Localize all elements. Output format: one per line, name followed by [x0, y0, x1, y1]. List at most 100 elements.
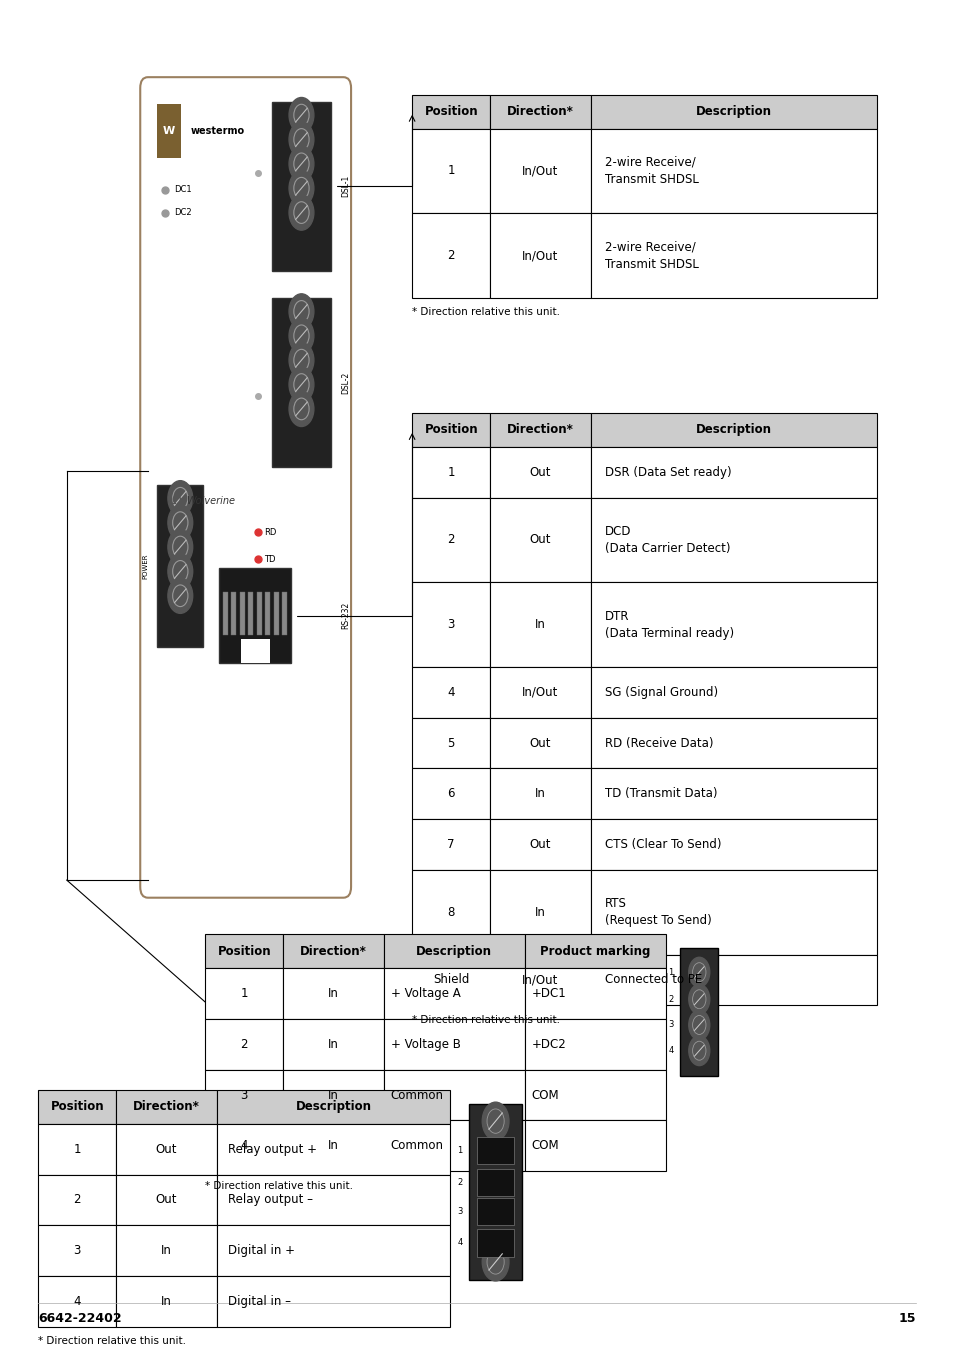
Text: DSR (Data Set ready): DSR (Data Set ready) [604, 466, 731, 479]
Text: westermo: westermo [191, 126, 245, 137]
Text: 4: 4 [240, 1139, 248, 1152]
Text: Common: Common [390, 1089, 443, 1102]
Bar [524, 934, 665, 968]
Bar [412, 768, 490, 819]
Bar [590, 129, 876, 213]
Text: RTS
(Request To Send): RTS (Request To Send) [604, 898, 711, 927]
Circle shape [168, 578, 193, 613]
Bar [412, 869, 490, 955]
Bar [679, 948, 718, 1076]
Bar [590, 666, 876, 718]
Text: Ω: Ω [172, 494, 181, 508]
Text: TD (Transmit Data): TD (Transmit Data) [604, 787, 717, 800]
Bar [490, 955, 590, 1005]
Text: SG (Signal Ground): SG (Signal Ground) [604, 685, 718, 699]
Bar [412, 213, 490, 298]
Text: 3: 3 [240, 1089, 248, 1102]
Bar [223, 592, 228, 635]
Circle shape [289, 367, 314, 402]
Text: Shield: Shield [433, 974, 469, 987]
Text: W: W [163, 126, 174, 137]
Text: RD: RD [264, 528, 276, 536]
Text: In/Out: In/Out [521, 164, 558, 177]
Bar [524, 1018, 665, 1070]
Text: + Voltage A: + Voltage A [390, 987, 460, 1001]
Bar [590, 447, 876, 497]
Bar [272, 298, 331, 467]
FancyBboxPatch shape [140, 77, 351, 898]
Bar [283, 1018, 383, 1070]
Text: 2: 2 [456, 1178, 462, 1186]
Text: Position: Position [424, 106, 477, 118]
Text: Position: Position [51, 1101, 104, 1113]
Text: 2: 2 [240, 1037, 248, 1051]
Bar [590, 869, 876, 955]
Text: 4: 4 [456, 1239, 462, 1247]
Circle shape [481, 1102, 508, 1140]
Circle shape [168, 529, 193, 565]
Text: 2: 2 [447, 533, 455, 547]
Text: 6642-22402: 6642-22402 [38, 1312, 122, 1326]
Bar [216, 1174, 450, 1225]
Bar [412, 819, 490, 869]
Bar [205, 1121, 283, 1171]
Bar [116, 1225, 216, 1275]
Text: In: In [161, 1294, 172, 1308]
Text: DSL-2: DSL-2 [340, 371, 350, 394]
Bar [383, 934, 524, 968]
Bar [274, 592, 278, 635]
Bar [38, 1090, 116, 1124]
Bar [476, 1229, 514, 1257]
Bar [490, 819, 590, 869]
Bar [490, 582, 590, 666]
Bar [383, 1070, 524, 1121]
Text: Common: Common [390, 1139, 443, 1152]
Bar [412, 718, 490, 768]
Text: 8: 8 [447, 906, 455, 919]
Bar [476, 1169, 514, 1196]
Bar [283, 934, 383, 968]
Bar [490, 213, 590, 298]
Circle shape [481, 1243, 508, 1281]
Bar [590, 213, 876, 298]
Text: * Direction relative this unit.: * Direction relative this unit. [412, 1016, 559, 1025]
Bar [38, 1275, 116, 1327]
Bar [116, 1124, 216, 1174]
Circle shape [289, 171, 314, 206]
Text: In/Out: In/Out [521, 974, 558, 987]
Bar [283, 968, 383, 1020]
Bar [412, 497, 490, 582]
Bar [219, 569, 291, 663]
Text: In/Out: In/Out [521, 685, 558, 699]
Bar [272, 102, 331, 271]
Bar [265, 592, 271, 635]
Circle shape [688, 984, 709, 1014]
Bar [490, 666, 590, 718]
Circle shape [688, 957, 709, 987]
Bar [412, 666, 490, 718]
Bar [412, 955, 490, 1005]
Bar [205, 934, 283, 968]
Text: 1: 1 [456, 1147, 462, 1155]
Text: DTR
(Data Terminal ready): DTR (Data Terminal ready) [604, 609, 733, 639]
Text: Out: Out [529, 466, 551, 479]
Text: +DC1: +DC1 [531, 987, 566, 1001]
Bar [524, 968, 665, 1020]
Bar [240, 592, 245, 635]
Text: 1: 1 [447, 164, 455, 177]
Bar [490, 869, 590, 955]
Text: 4: 4 [447, 685, 455, 699]
Bar [412, 129, 490, 213]
Bar [412, 447, 490, 497]
Circle shape [688, 1010, 709, 1040]
Text: TD: TD [264, 555, 275, 563]
Text: 6: 6 [447, 787, 455, 800]
Bar [590, 497, 876, 582]
Bar [524, 1121, 665, 1171]
Bar [476, 1137, 514, 1164]
Circle shape [168, 505, 193, 540]
Text: COM: COM [531, 1139, 558, 1152]
Bar [38, 1124, 116, 1174]
Text: Direction*: Direction* [132, 1101, 200, 1113]
Text: * Direction relative this unit.: * Direction relative this unit. [38, 1336, 186, 1346]
